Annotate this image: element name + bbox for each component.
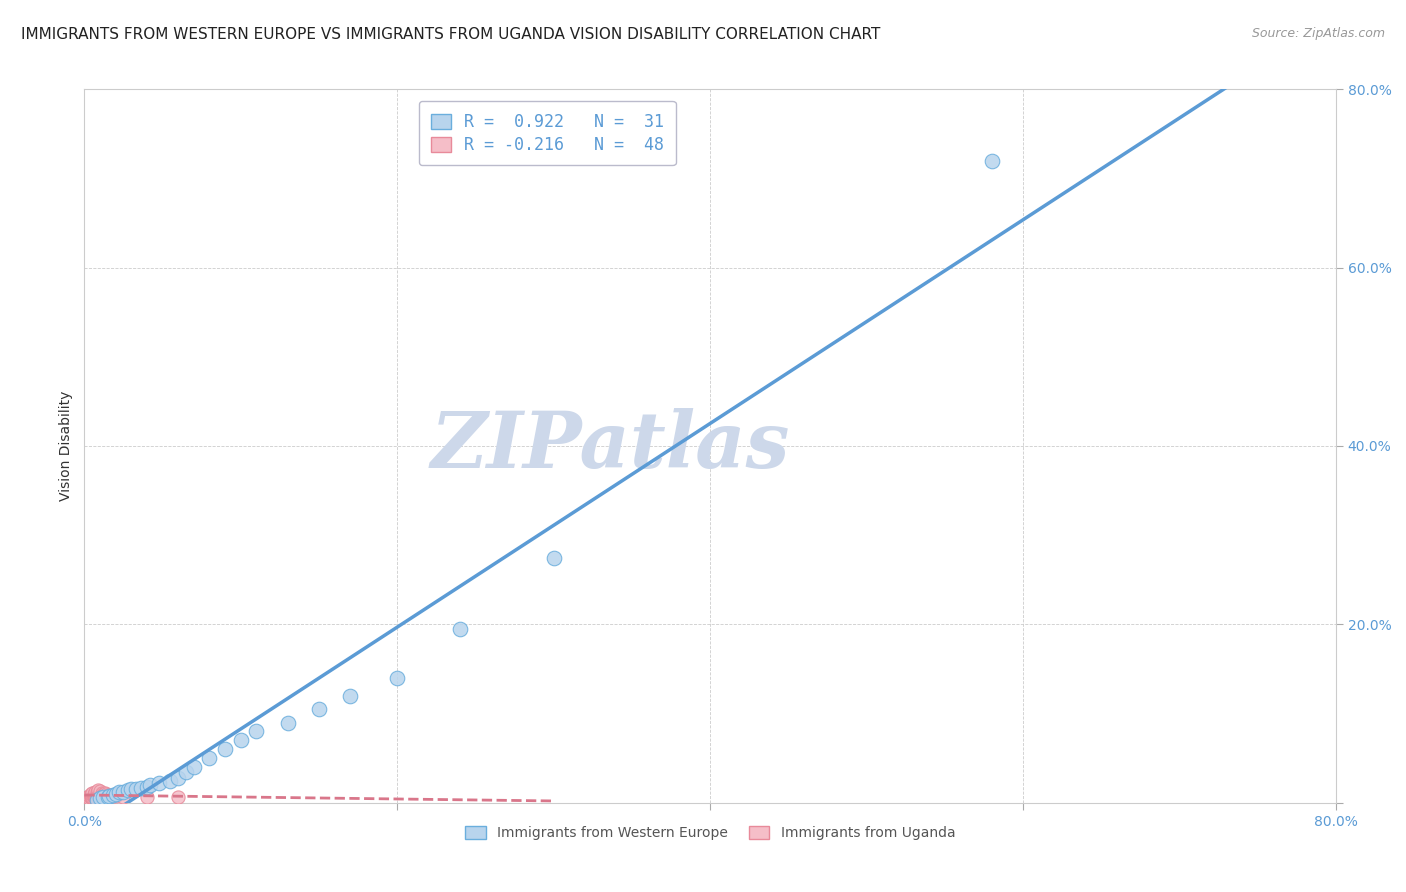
Point — [136, 789, 159, 804]
Point — [139, 778, 162, 792]
Point — [104, 789, 127, 803]
Point — [980, 153, 1002, 168]
Point — [82, 789, 104, 804]
Point — [89, 786, 111, 800]
Point — [82, 788, 104, 802]
Point — [97, 789, 120, 804]
Point — [89, 784, 111, 798]
Point — [87, 783, 110, 797]
Point — [87, 787, 110, 801]
Point — [148, 776, 170, 790]
Point — [83, 789, 105, 803]
Point — [167, 790, 190, 805]
Point — [90, 788, 112, 802]
Point — [82, 791, 104, 805]
Point — [214, 742, 236, 756]
Point — [76, 790, 98, 805]
Point — [84, 789, 107, 803]
Text: ZIPatlas: ZIPatlas — [430, 408, 790, 484]
Point — [84, 787, 107, 801]
Point — [159, 773, 181, 788]
Point — [229, 733, 252, 747]
Point — [136, 780, 159, 794]
Point — [91, 790, 114, 805]
Point — [87, 789, 110, 803]
Point — [308, 702, 330, 716]
Point — [87, 790, 110, 805]
Point — [96, 787, 118, 801]
Point — [385, 671, 409, 685]
Point — [98, 789, 121, 803]
Text: Source: ZipAtlas.com: Source: ZipAtlas.com — [1251, 27, 1385, 40]
Point — [120, 782, 142, 797]
Point — [97, 788, 120, 802]
Point — [96, 789, 118, 803]
Point — [112, 789, 135, 804]
Point — [129, 780, 152, 795]
Point — [245, 724, 267, 739]
Point — [87, 785, 110, 799]
Point — [77, 789, 100, 803]
Point — [84, 790, 107, 805]
Legend: Immigrants from Western Europe, Immigrants from Uganda: Immigrants from Western Europe, Immigran… — [460, 821, 960, 846]
Point — [89, 791, 111, 805]
Y-axis label: Vision Disability: Vision Disability — [59, 391, 73, 501]
Point — [79, 787, 101, 801]
Point — [543, 550, 565, 565]
Point — [198, 751, 221, 765]
Point — [174, 764, 197, 779]
Point — [76, 792, 98, 806]
Point — [167, 771, 190, 785]
Point — [86, 789, 108, 803]
Point — [77, 791, 100, 805]
Point — [98, 789, 121, 803]
Point — [86, 785, 108, 799]
Point — [183, 760, 205, 774]
Point — [104, 787, 127, 801]
Point — [79, 789, 101, 803]
Point — [86, 793, 108, 807]
Point — [83, 790, 105, 805]
Point — [101, 789, 124, 803]
Point — [91, 787, 114, 801]
Point — [83, 787, 105, 801]
Point — [90, 789, 112, 804]
Point — [93, 786, 115, 800]
Point — [86, 790, 108, 805]
Point — [107, 785, 129, 799]
Point — [82, 786, 104, 800]
Text: IMMIGRANTS FROM WESTERN EUROPE VS IMMIGRANTS FROM UGANDA VISION DISABILITY CORRE: IMMIGRANTS FROM WESTERN EUROPE VS IMMIGR… — [21, 27, 880, 42]
Point — [112, 785, 135, 799]
Point — [339, 689, 361, 703]
Point — [117, 783, 139, 797]
Point — [89, 788, 111, 802]
Point — [277, 715, 299, 730]
Point — [86, 787, 108, 801]
Point — [93, 789, 115, 804]
Point — [449, 622, 471, 636]
Point — [89, 789, 111, 804]
Point — [90, 786, 112, 800]
Point — [79, 790, 101, 805]
Point — [93, 788, 115, 802]
Point — [125, 781, 148, 796]
Point — [91, 789, 114, 803]
Point — [101, 788, 124, 802]
Point — [84, 785, 107, 799]
